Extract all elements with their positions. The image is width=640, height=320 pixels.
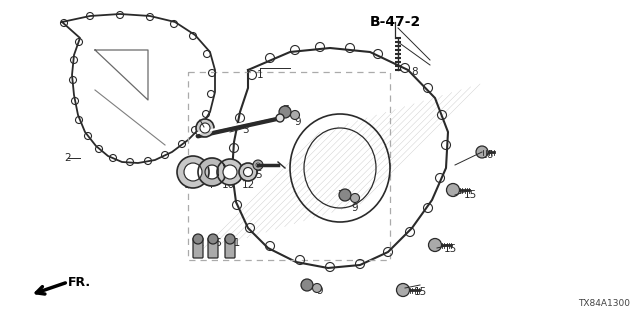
Circle shape	[256, 163, 260, 167]
Circle shape	[253, 160, 263, 170]
Text: 15: 15	[413, 287, 427, 297]
Circle shape	[279, 106, 291, 118]
Text: 2: 2	[65, 153, 71, 163]
Circle shape	[447, 183, 460, 196]
FancyBboxPatch shape	[193, 238, 203, 258]
Circle shape	[193, 234, 203, 244]
Text: 14: 14	[184, 180, 196, 190]
Circle shape	[208, 234, 218, 244]
Ellipse shape	[200, 123, 210, 133]
FancyBboxPatch shape	[208, 238, 218, 258]
Text: 12: 12	[241, 180, 255, 190]
Text: 3: 3	[242, 125, 248, 135]
Circle shape	[397, 284, 410, 297]
Circle shape	[225, 234, 235, 244]
Text: 15: 15	[463, 190, 477, 200]
Text: 4: 4	[207, 180, 213, 190]
Text: 5: 5	[255, 170, 261, 180]
Circle shape	[243, 167, 253, 177]
Text: B-47-2: B-47-2	[369, 15, 420, 29]
Circle shape	[184, 163, 202, 181]
Text: FR.: FR.	[68, 276, 91, 289]
Circle shape	[339, 189, 351, 201]
Text: 11: 11	[191, 238, 205, 248]
Ellipse shape	[196, 119, 214, 137]
Text: 7: 7	[282, 105, 288, 115]
Text: 11: 11	[227, 238, 241, 248]
Circle shape	[217, 159, 243, 185]
Text: 6: 6	[214, 238, 221, 248]
Circle shape	[223, 165, 237, 179]
Text: 16: 16	[481, 150, 493, 160]
Text: 7: 7	[301, 280, 308, 290]
Circle shape	[312, 284, 321, 292]
Text: 7: 7	[337, 190, 343, 200]
FancyBboxPatch shape	[225, 238, 235, 258]
Text: 15: 15	[444, 244, 456, 254]
Circle shape	[239, 163, 257, 181]
Circle shape	[351, 194, 360, 203]
Text: 9: 9	[294, 117, 301, 127]
Text: 10: 10	[221, 180, 235, 190]
Text: 8: 8	[412, 67, 419, 77]
Text: 1: 1	[257, 70, 263, 80]
Polygon shape	[198, 158, 225, 186]
Text: 9: 9	[317, 286, 323, 296]
Circle shape	[301, 279, 313, 291]
Circle shape	[291, 110, 300, 119]
Text: 13: 13	[196, 122, 210, 132]
Circle shape	[276, 114, 284, 122]
Text: 9: 9	[352, 203, 358, 213]
Circle shape	[177, 156, 209, 188]
Text: TX84A1300: TX84A1300	[578, 299, 630, 308]
Circle shape	[476, 146, 488, 158]
Circle shape	[429, 238, 442, 252]
